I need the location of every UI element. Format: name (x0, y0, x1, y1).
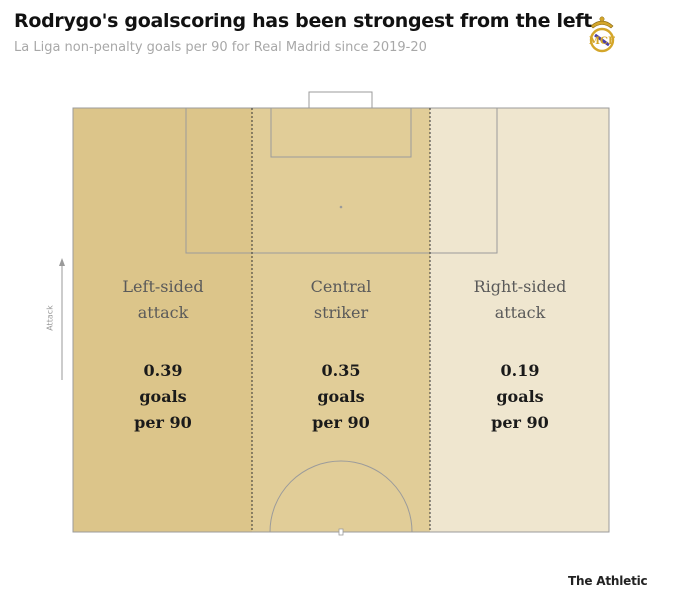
value-text: 0.19 (500, 361, 540, 380)
real-madrid-crest-icon: MCF (589, 16, 615, 53)
unit-line1: goals (317, 387, 365, 406)
svg-text:MCF: MCF (589, 36, 615, 47)
attack-arrow-head-icon (59, 258, 65, 266)
zone-name-line2: attack (137, 303, 189, 322)
unit-line2: per 90 (134, 413, 192, 432)
goal (308, 91, 373, 109)
centre-spot (338, 528, 344, 536)
penalty-spot (339, 205, 343, 209)
right-zone (430, 108, 609, 532)
zone-name-line1: Central (310, 277, 372, 296)
unit-line2: per 90 (491, 413, 549, 432)
chart-subtitle: La Liga non-penalty goals per 90 for Rea… (14, 40, 427, 55)
left-zone (73, 108, 252, 532)
unit-line1: goals (139, 387, 187, 406)
zone-label-left: Left-sided attack (75, 274, 251, 326)
zone-label-central: Central striker (253, 274, 429, 326)
attack-direction-label: Attack (45, 305, 55, 331)
value-text: 0.39 (143, 361, 183, 380)
zone-name-line2: attack (494, 303, 546, 322)
unit-line2: per 90 (312, 413, 370, 432)
zone-name-line1: Left-sided (122, 277, 204, 296)
zone-value-left: 0.39 goals per 90 (75, 358, 251, 436)
centre-circle (269, 460, 413, 533)
chart-title: Rodrygo's goalscoring has been strongest… (14, 10, 593, 32)
unit-line1: goals (496, 387, 544, 406)
zone-label-right: Right-sided attack (432, 274, 608, 326)
publisher-logo: The Athletic (568, 574, 648, 588)
zone-value-central: 0.35 goals per 90 (253, 358, 429, 436)
six-yard-box (270, 107, 412, 158)
value-text: 0.35 (321, 361, 361, 380)
zone-name-line1: Right-sided (473, 277, 567, 296)
zone-name-line2: striker (313, 303, 369, 322)
zone-value-right: 0.19 goals per 90 (432, 358, 608, 436)
